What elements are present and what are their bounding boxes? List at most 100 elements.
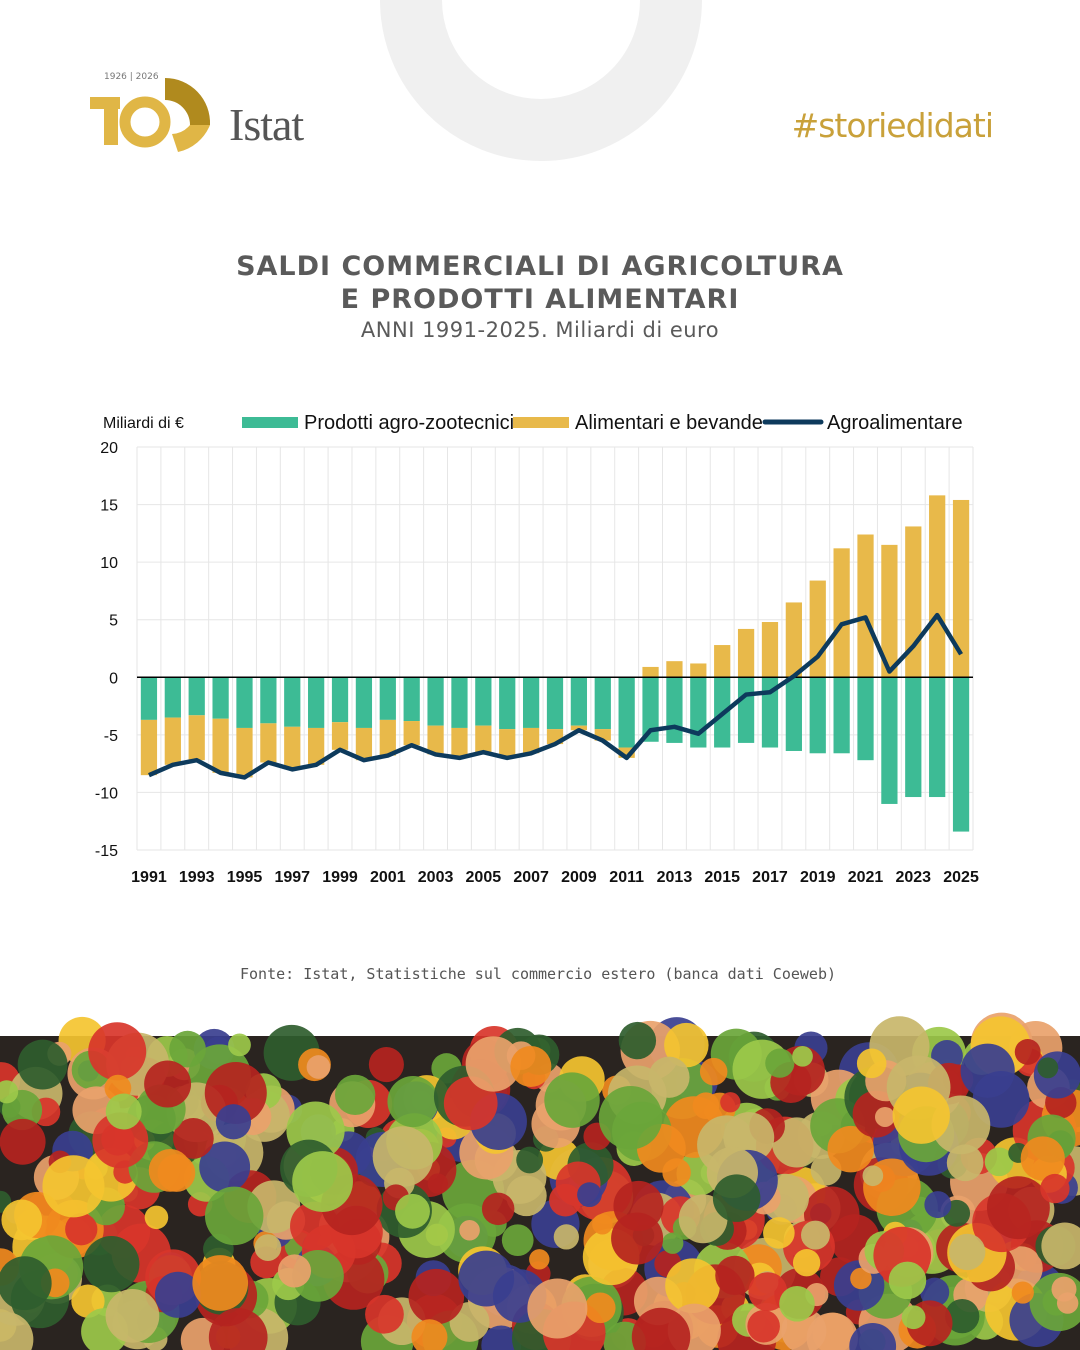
photo-fruit <box>549 1183 582 1217</box>
y-tick-label: 0 <box>109 670 118 687</box>
photo <box>0 1012 1080 1350</box>
bar <box>212 677 229 719</box>
legend-swatch <box>513 417 569 428</box>
x-tick-label: 2009 <box>561 869 597 886</box>
photo-fruit <box>850 1267 872 1290</box>
chart-title: E PRODOTTI ALIMENTARI <box>341 284 740 315</box>
photo-fruit <box>763 1217 795 1249</box>
photo-fruit <box>920 1277 950 1307</box>
x-tick-label: 1999 <box>322 869 358 886</box>
photo-fruit <box>228 1033 251 1057</box>
photo-fruit <box>335 1074 376 1115</box>
photo-fruit <box>516 1146 544 1174</box>
x-tick-label: 2005 <box>466 869 502 886</box>
x-tick-label: 1997 <box>274 869 310 886</box>
photo-fruit <box>459 1219 480 1241</box>
bar <box>260 723 277 763</box>
bar <box>499 677 516 730</box>
photo-fruit <box>277 1254 312 1288</box>
bar <box>164 717 181 765</box>
photo-fruit <box>0 1080 19 1104</box>
photo-fruit <box>65 1213 98 1246</box>
bar <box>761 622 779 678</box>
photo-fruit <box>592 1214 613 1235</box>
photo-fruit <box>395 1193 430 1229</box>
bar <box>594 729 611 741</box>
x-tick-label: 1995 <box>227 869 263 886</box>
photo-fruit <box>874 1106 895 1127</box>
photo-fruit <box>1037 1057 1059 1079</box>
photo-fruit <box>849 1322 897 1350</box>
photo-fruit <box>144 1205 169 1230</box>
photo-fruit <box>372 1126 434 1187</box>
decor-ring <box>380 0 702 161</box>
y-tick-label: -15 <box>95 843 118 860</box>
photo-fruit <box>892 1086 950 1144</box>
bar <box>331 677 349 723</box>
photo-fruit <box>1011 1281 1034 1304</box>
photo-fruit <box>204 1186 264 1246</box>
bar <box>403 721 420 746</box>
bar <box>690 677 707 748</box>
y-tick-label: 15 <box>100 498 118 515</box>
photo-fruit <box>105 1288 160 1343</box>
photo-fruit <box>169 1030 206 1068</box>
photo-fruit <box>577 1182 602 1208</box>
x-tick-label: 2023 <box>895 869 931 886</box>
bar <box>475 677 492 726</box>
photo-fruit <box>664 1022 709 1068</box>
x-tick-label: 2021 <box>848 869 884 886</box>
photo-fruit <box>720 1092 741 1113</box>
x-tick-label: 2011 <box>609 869 644 886</box>
bar <box>642 677 659 742</box>
photo-fruit <box>192 1255 249 1311</box>
bar <box>236 727 253 778</box>
bar <box>427 725 444 755</box>
photo-fruit <box>92 1112 149 1169</box>
photo-fruit <box>699 1057 728 1086</box>
x-tick-label: 1993 <box>179 869 215 886</box>
photo-fruit <box>792 1045 813 1067</box>
photo-fruit <box>411 1319 448 1350</box>
bar <box>427 677 444 726</box>
photo-fruit <box>529 1249 550 1270</box>
logo-shape <box>119 96 171 148</box>
y-tick-label: -10 <box>95 785 118 802</box>
photo-fruit <box>365 1294 404 1334</box>
bar <box>881 677 898 804</box>
bar <box>570 725 588 731</box>
photo-fruit <box>306 1055 331 1079</box>
photo-fruit <box>199 1141 251 1193</box>
bar <box>188 677 205 716</box>
photo-fruit <box>254 1234 282 1261</box>
bar <box>188 715 205 761</box>
photo-fruit <box>510 1045 552 1087</box>
photo-fruit <box>449 1301 490 1342</box>
logo: 1926 | 2026 Istat <box>90 72 305 152</box>
bar <box>881 544 898 678</box>
photo-fruit <box>506 1175 547 1217</box>
photo-fruit <box>481 1192 515 1226</box>
photo-fruit <box>17 1039 68 1090</box>
photo-fruit <box>408 1268 465 1325</box>
bar <box>833 677 850 754</box>
photo-fruit <box>800 1220 830 1250</box>
photo-fruit <box>611 1212 664 1265</box>
x-tick-label: 2019 <box>800 869 836 886</box>
bar <box>451 727 468 758</box>
bar <box>522 677 540 728</box>
photo-fruit <box>662 1232 684 1254</box>
photo-fruit <box>501 1224 534 1257</box>
photo-fruit <box>665 1258 720 1314</box>
photo-fruit <box>83 1236 140 1293</box>
bar <box>308 727 325 765</box>
photo-fruit <box>0 1118 46 1165</box>
photo-fruit <box>747 1309 780 1343</box>
bar <box>785 677 802 751</box>
photo-fruit <box>862 1165 884 1187</box>
bar <box>929 495 946 678</box>
photo-fruit <box>827 1125 874 1173</box>
logo-shape <box>104 97 118 145</box>
x-tick-label: 2013 <box>657 869 693 886</box>
photo-fruit <box>553 1224 579 1250</box>
